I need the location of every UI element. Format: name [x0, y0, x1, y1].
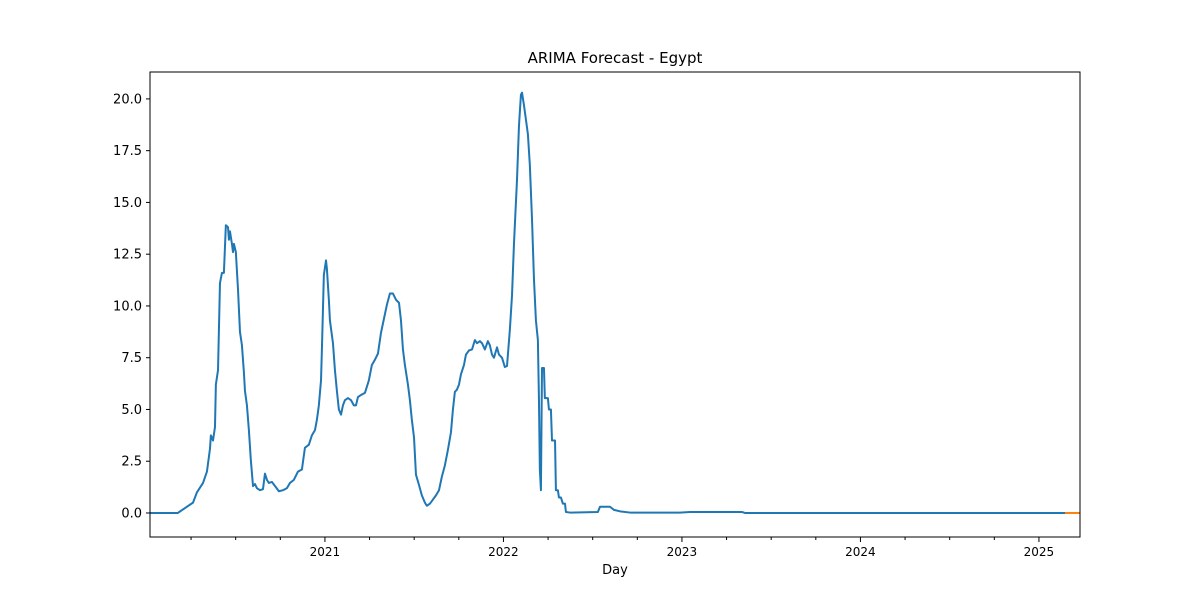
chart-title: ARIMA Forecast - Egypt — [528, 49, 703, 67]
y-tick-label: 17.5 — [113, 144, 142, 159]
plot-frame — [149, 71, 1081, 538]
y-tick-label: 5.0 — [121, 403, 142, 418]
x-tick-label: 2023 — [667, 545, 698, 559]
y-tick-label: 10.0 — [113, 299, 142, 314]
line-series — [150, 91, 1066, 514]
x-tick-label: 2024 — [845, 545, 876, 559]
y-tick-label: 15.0 — [113, 196, 142, 211]
y-tick-label: 20.0 — [113, 92, 142, 107]
y-tick-label: 2.5 — [121, 455, 142, 470]
y-tick-label: 7.5 — [121, 351, 142, 366]
y-tick-label: 0.0 — [121, 506, 142, 521]
x-tick-label: 2021 — [310, 545, 341, 559]
y-tick-label: 12.5 — [113, 248, 142, 263]
x-tick-label: 2025 — [1024, 545, 1055, 559]
x-axis-label: Day — [602, 563, 628, 578]
x-tick-label: 2022 — [488, 545, 519, 559]
